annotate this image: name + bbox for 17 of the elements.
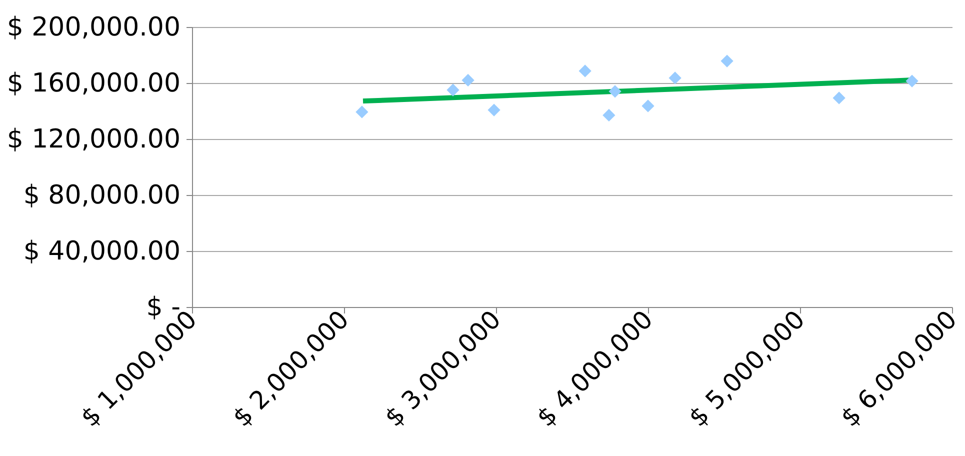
y-tick-label: $ 120,000.00 (6, 124, 180, 154)
point (720, 54, 734, 68)
point (906, 74, 918, 88)
point (668, 72, 682, 84)
point (356, 106, 368, 118)
point (488, 104, 500, 116)
y-tick-label: $ 80,000.00 (23, 180, 180, 210)
point (608, 85, 622, 98)
point (642, 100, 654, 112)
y-tick-label: $ 40,000.00 (23, 236, 180, 266)
y-tick-label: $ 200,000.00 (6, 12, 180, 42)
y-tick-label: $ 160,000.00 (6, 68, 180, 98)
point (462, 74, 474, 87)
point (578, 64, 592, 78)
point (602, 108, 616, 122)
point (832, 92, 846, 104)
point (446, 84, 460, 96)
